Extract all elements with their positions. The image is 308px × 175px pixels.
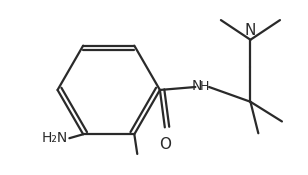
Text: N: N [191,79,202,93]
Text: N: N [245,23,256,38]
Text: H: H [199,79,209,93]
Text: O: O [159,137,171,152]
Text: H₂N: H₂N [41,131,67,145]
